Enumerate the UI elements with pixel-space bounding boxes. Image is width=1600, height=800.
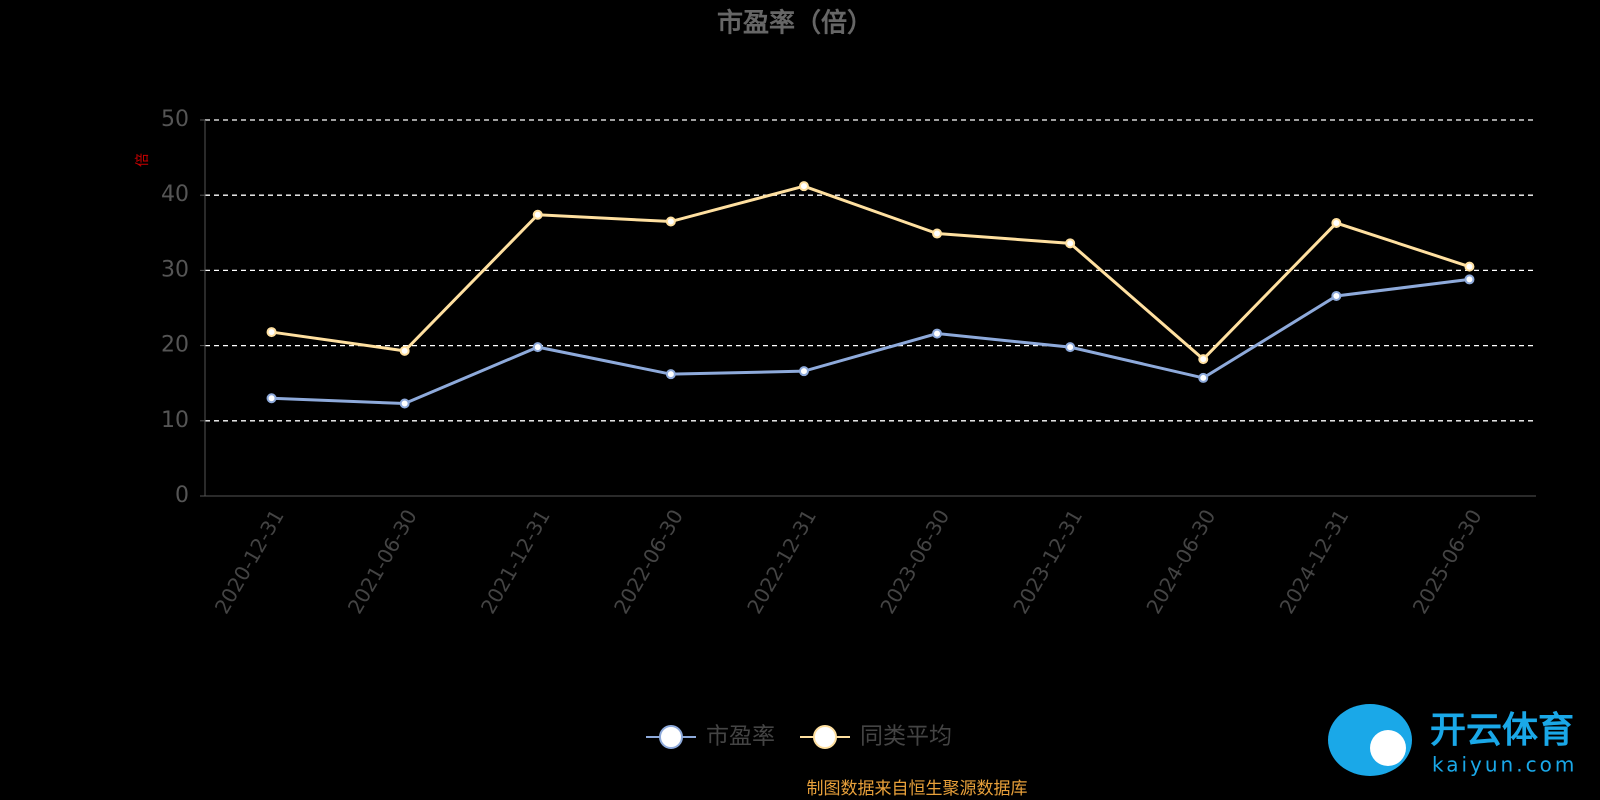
data-point [932,228,943,239]
y-tick-label: 40 [161,182,189,207]
y-tick-label: 10 [161,408,189,433]
watermark-site: kaiyun.com [1432,753,1577,777]
data-point [1198,354,1209,365]
y-tick-label: 30 [161,257,189,282]
watermark-brand: 开云体育 [1430,710,1574,751]
source-note: 制图数据来自恒生聚源数据库 [807,779,1028,799]
data-point [1331,290,1342,301]
chart-title: 市盈率（倍） [717,8,873,39]
legend-label: 同类平均 [860,724,952,750]
data-point [932,328,943,339]
data-point [665,216,676,227]
legend-symbol [813,725,837,749]
watermark: 开云体育 kaiyun.com [1328,704,1577,777]
data-point [1065,342,1076,353]
data-point [532,342,543,353]
data-point [665,369,676,380]
legend-label: 市盈率 [706,724,775,750]
y-tick-label: 50 [161,107,189,132]
logo-ball [1370,730,1406,766]
data-point [1464,261,1475,272]
data-point [798,366,809,377]
data-point [1198,372,1209,383]
data-point [1331,218,1342,229]
y-axis-label: 倍 [135,153,151,167]
data-point [399,345,410,356]
data-point [266,393,277,404]
data-point [1464,274,1475,285]
data-point [532,209,543,220]
y-tick-label: 20 [161,333,189,358]
data-point [266,327,277,338]
series-line [271,184,1470,362]
data-point [798,181,809,192]
y-tick-label: 0 [175,483,189,508]
legend-symbol [659,725,683,749]
series-line [271,277,1470,406]
data-point [399,398,410,409]
data-point [1065,238,1076,249]
